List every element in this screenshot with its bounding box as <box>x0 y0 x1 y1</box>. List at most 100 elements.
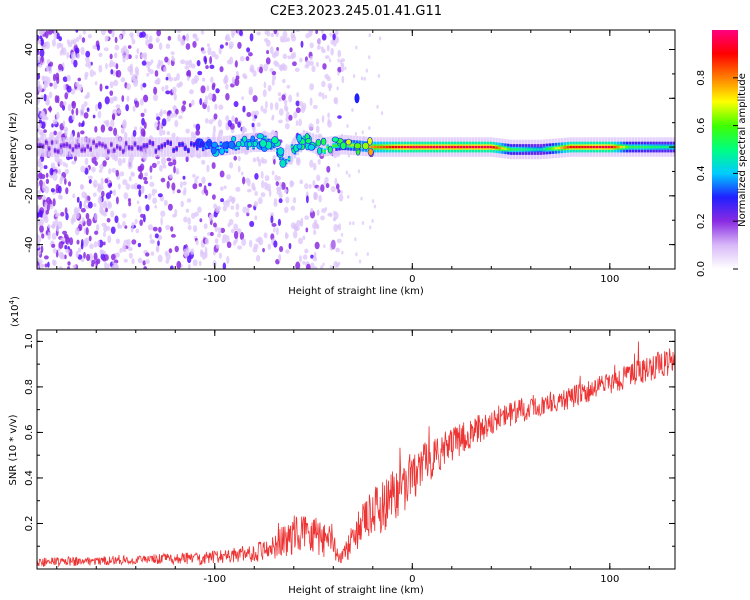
spectrogram-noise-blob <box>161 118 167 127</box>
spectrogram-feature <box>354 93 360 104</box>
spectrogram-noise-blob <box>285 196 290 204</box>
spectrogram-noise-blob <box>114 36 118 44</box>
spectrogram-noise-blob <box>222 262 227 269</box>
spectrogram-noise-blob <box>154 189 158 194</box>
spectrogram-noise-blob <box>234 60 238 68</box>
spectrogram-noise-blob <box>109 97 114 104</box>
spectrogram-noise-blob <box>62 161 66 167</box>
spectrogram-halo <box>53 137 57 157</box>
spectrogram-noise-blob <box>279 185 283 190</box>
spectrogram-noise-blob <box>51 243 56 248</box>
colorbar-tick-label: 0.4 <box>696 165 707 181</box>
spectrogram-noise-blob <box>62 76 68 83</box>
spectrogram-noise-blob <box>299 179 304 185</box>
spectrogram-core <box>471 145 475 149</box>
spectrogram-noise-blob <box>72 213 76 221</box>
spectrogram-core <box>459 145 463 149</box>
spectrogram-noise-blob <box>305 227 309 233</box>
spectrogram-noise-blob <box>324 94 328 99</box>
spectrogram-noise-blob <box>140 31 146 38</box>
spectrogram-noise-blob <box>103 224 108 233</box>
spectrogram-noise-blob <box>37 235 42 243</box>
spectrogram-noise-blob <box>355 252 358 257</box>
spectrogram-noise-blob <box>271 52 277 59</box>
spectrogram-noise-blob <box>159 164 163 172</box>
spectrogram-noise-blob <box>108 126 113 132</box>
spectrogram-noise-blob <box>219 66 224 73</box>
spectrogram-noise-blob <box>131 221 135 229</box>
spectrogram-noise-blob <box>94 230 99 235</box>
spectrogram-noise-blob <box>154 204 158 209</box>
spectrogram-noise-blob <box>279 182 282 187</box>
spectrogram-core <box>38 144 42 147</box>
spectrogram-noise-blob <box>185 156 189 163</box>
spectrogram-noise-blob <box>144 194 148 199</box>
spectrogram-noise-blob <box>290 205 296 211</box>
spectrogram-noise-blob <box>109 59 114 65</box>
spectrogram-noise-blob <box>360 76 364 81</box>
spectrogram-noise-blob <box>252 95 258 103</box>
spectrogram-noise-blob <box>206 85 210 92</box>
spectrogram-noise-blob <box>58 251 64 258</box>
colorbar-tick-label: 0.2 <box>696 213 707 229</box>
spectrogram-noise-blob <box>55 111 60 120</box>
spectrogram-noise-blob <box>165 259 170 264</box>
spectrogram-noise-blob <box>330 39 334 45</box>
spectrogram-core <box>115 145 119 149</box>
spectrogram-noise-blob <box>191 99 195 106</box>
spectrogram-noise-blob <box>37 190 42 194</box>
spectrogram-noise-blob <box>52 73 57 82</box>
spectrogram-noise-blob <box>54 218 59 227</box>
spectrogram-ticks: -100 0 100 -40 -20 0 20 40 <box>24 30 675 285</box>
spectrogram-noise-blob <box>158 127 164 137</box>
spectrogram-noise-blob <box>108 168 112 175</box>
spectrogram-noise-blob <box>49 82 53 87</box>
spectrogram-noise-blob <box>337 189 341 194</box>
spectrogram-noise-blob <box>57 168 62 175</box>
spectrogram-core <box>71 148 75 151</box>
spectrogram-halo <box>172 137 175 157</box>
spectrogram-noise-blob <box>309 97 313 106</box>
spectrogram-noise-blob <box>245 56 250 62</box>
spectrogram-core <box>477 145 481 149</box>
spectrogram-core <box>667 145 670 149</box>
spectrogram-noise-blob <box>256 31 261 36</box>
spectrogram-noise-blob <box>380 111 384 116</box>
spectrogram-noise-blob <box>284 106 289 112</box>
spectrogram-noise-blob <box>317 158 321 165</box>
spectrogram-halo <box>323 137 326 157</box>
spectrogram-core <box>545 147 549 151</box>
spectrogram-noise-blob <box>337 115 342 119</box>
spectrogram-noise-blob <box>85 50 91 58</box>
spectrogram-noise-blob <box>43 129 47 133</box>
spectrogram-noise-blob <box>129 32 134 38</box>
spectrogram-noise-blob <box>135 228 140 234</box>
spectrogram-noise-blob <box>97 239 101 248</box>
spectrogram-noise-blob <box>190 248 195 255</box>
spectrogram-noise-blob <box>363 76 366 81</box>
spectrogram-noise-blob <box>40 30 46 35</box>
spectrogram-noise-blob <box>194 211 199 217</box>
spectrogram-peak-blob <box>219 147 225 156</box>
spectrogram-noise-blob <box>207 105 211 113</box>
spectrogram-noise-blob <box>122 119 127 128</box>
spectrogram-noise-blob <box>97 186 102 193</box>
spectrogram-noise-blob <box>166 130 171 136</box>
spectrogram-noise-blob <box>38 179 43 187</box>
spectrogram-noise-blob <box>322 92 325 100</box>
spectrogram-noise-blob <box>182 100 187 105</box>
spectrogram-noise-blob <box>146 72 150 77</box>
spectrogram-noise-blob <box>215 244 220 249</box>
spectrogram-core <box>68 145 72 148</box>
spectrogram-noise-blob <box>282 30 288 39</box>
spectrogram-noise-blob <box>295 261 301 269</box>
spectrogram-noise-blob <box>347 194 350 199</box>
spectrogram-noise-blob <box>109 81 114 89</box>
spectrogram-peak-blob <box>211 141 218 149</box>
spectrogram-noise-blob <box>85 227 89 236</box>
spectrogram-noise-blob <box>120 77 126 83</box>
spectrogram-noise-blob <box>162 110 167 115</box>
spectrogram-noise-blob <box>262 108 268 114</box>
spectrogram-noise-blob <box>37 80 41 87</box>
spectrogram-core <box>418 145 421 149</box>
